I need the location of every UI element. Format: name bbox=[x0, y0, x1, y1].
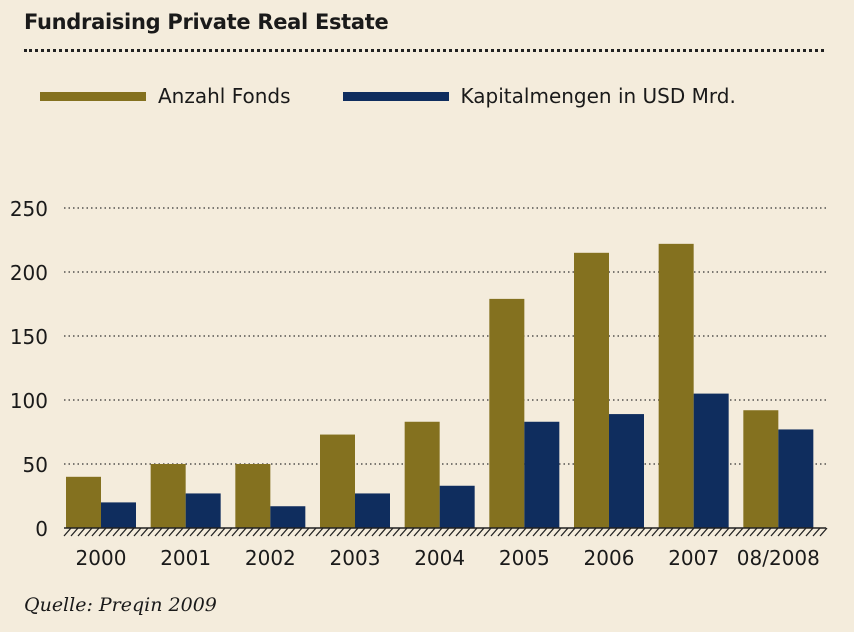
bar-anzahl-fonds bbox=[404, 421, 440, 528]
source-note: Quelle: Preqin 2009 bbox=[24, 594, 217, 616]
legend: Anzahl Fonds Kapitalmengen in USD Mrd. bbox=[40, 82, 788, 110]
y-tick-label: 200 bbox=[10, 261, 48, 285]
bar-kapitalmengen bbox=[778, 429, 814, 528]
bar-kapitalmengen bbox=[439, 485, 475, 528]
bar-kapitalmengen bbox=[524, 421, 560, 528]
legend-item-anzahl-fonds: Anzahl Fonds bbox=[40, 84, 291, 108]
x-tick-label: 2007 bbox=[668, 546, 719, 570]
legend-label-kapitalmengen: Kapitalmengen in USD Mrd. bbox=[460, 84, 736, 108]
bar-anzahl-fonds bbox=[574, 252, 609, 529]
y-tick-label: 0 bbox=[35, 517, 48, 541]
bar-anzahl-fonds bbox=[489, 298, 525, 528]
legend-swatch-kapitalmengen bbox=[342, 91, 449, 101]
bar-layer bbox=[66, 243, 814, 529]
y-tick-label: 250 bbox=[10, 197, 48, 221]
chart-title: Fundraising Private Real Estate bbox=[24, 10, 389, 34]
axis-layer: 0 50 100 150 200 250 2000 2001 2002 2003 2004 2005 2… bbox=[10, 197, 828, 570]
x-tick-label: 08/2008 bbox=[737, 546, 820, 570]
x-tick-label: 2000 bbox=[76, 546, 127, 570]
bar-anzahl-fonds bbox=[320, 434, 355, 528]
legend-item-kapitalmengen: Kapitalmengen in USD Mrd. bbox=[342, 84, 736, 108]
bar-kapitalmengen bbox=[693, 393, 729, 528]
bar-anzahl-fonds bbox=[743, 410, 779, 528]
bar-anzahl-fonds bbox=[150, 464, 186, 528]
title-divider bbox=[24, 49, 824, 52]
x-axis-baseline bbox=[63, 527, 828, 537]
x-tick-label: 2002 bbox=[245, 546, 296, 570]
x-tick-label: 2005 bbox=[499, 546, 550, 570]
bar-kapitalmengen bbox=[609, 414, 644, 528]
legend-label-anzahl-fonds: Anzahl Fonds bbox=[158, 84, 291, 108]
x-tick-label: 2003 bbox=[330, 546, 381, 570]
bar-kapitalmengen bbox=[270, 506, 306, 528]
bar-anzahl-fonds bbox=[235, 464, 271, 528]
bar-anzahl-fonds bbox=[658, 243, 694, 528]
y-tick-label: 100 bbox=[10, 389, 48, 413]
x-tick-label: 2004 bbox=[414, 546, 465, 570]
y-tick-label: 50 bbox=[23, 453, 48, 477]
x-tick-label: 2006 bbox=[584, 546, 635, 570]
bar-kapitalmengen bbox=[101, 502, 136, 528]
bar-kapitalmengen bbox=[185, 493, 221, 528]
bar-anzahl-fonds bbox=[66, 476, 101, 528]
legend-swatch-anzahl-fonds bbox=[40, 91, 146, 101]
y-tick-label: 150 bbox=[10, 325, 48, 349]
x-tick-label: 2001 bbox=[160, 546, 211, 570]
bar-kapitalmengen bbox=[355, 493, 390, 528]
